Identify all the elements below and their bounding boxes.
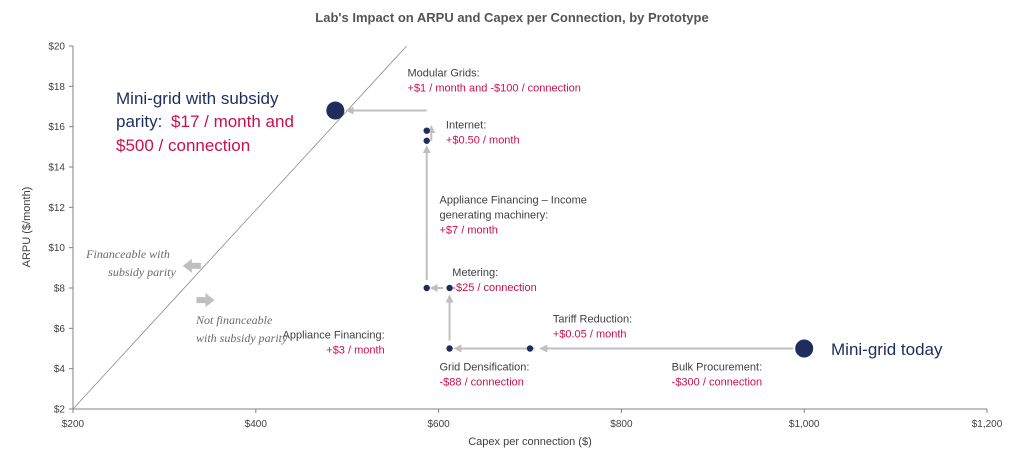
callout-today: Mini-grid today — [831, 340, 943, 359]
region-financeable-2: subsidy parity — [108, 265, 176, 279]
annotation-appliance-income-name2: generating machinery: — [440, 209, 549, 221]
chart-title: Lab's Impact on ARPU and Capex per Conne… — [315, 10, 708, 25]
annotation-modular-name: Modular Grids: — [408, 67, 480, 79]
annotation-appliance-income-name: Appliance Financing – Income — [440, 194, 587, 206]
annotation-bulk-delta: -$300 / connection — [672, 377, 763, 389]
y-tick-label: $14 — [48, 163, 65, 174]
callout-parity-line3: $500 / connection — [116, 136, 250, 155]
x-tick-label: $1,200 — [972, 419, 1003, 430]
annotation-appliance-name: Appliance Financing: — [283, 329, 385, 341]
y-tick-label: $10 — [48, 243, 65, 254]
annotation-grid-delta: -$88 / connection — [440, 377, 524, 389]
point-metering-start — [446, 284, 453, 292]
callout-parity-line1: Mini-grid with subsidy — [116, 89, 279, 108]
y-tick-label: $2 — [54, 405, 66, 416]
point-metering-end — [423, 284, 430, 292]
x-tick-label: $600 — [427, 419, 450, 430]
callout-parity-line2: parity: $17 / month and — [116, 112, 294, 131]
point-today — [795, 339, 814, 358]
region-not-financeable-1: Not financeable — [195, 313, 273, 327]
subsidy-parity-line — [72, 45, 407, 410]
region-financeable-1: Financeable with — [85, 247, 170, 261]
callout-parity-prefix: parity: — [116, 112, 167, 131]
point-internet-end — [423, 127, 430, 134]
annotation-grid-name: Grid Densification: — [440, 362, 530, 374]
annotation-metering-delta: -$25 / connection — [452, 282, 536, 294]
x-tick-label: $1,000 — [789, 419, 820, 430]
y-tick-label: $4 — [54, 364, 66, 375]
region-arrow-right — [196, 293, 215, 308]
y-tick-label: $18 — [48, 82, 65, 93]
annotation-internet-name: Internet: — [446, 120, 486, 132]
y-tick-label: $16 — [48, 122, 65, 133]
x-tick-label: $400 — [245, 419, 268, 430]
y-tick-label: $8 — [54, 284, 66, 295]
x-tick-label: $200 — [62, 419, 85, 430]
point-internet-start — [423, 137, 430, 144]
y-axis-label: ARPU ($/month) — [21, 187, 33, 268]
annotation-tariff-delta: +$0.05 / month — [553, 328, 627, 340]
region-not-financeable-2: with subsidy parity — [196, 331, 288, 345]
x-axis-label: Capex per connection ($) — [468, 436, 592, 448]
annotation-metering-name: Metering: — [452, 267, 498, 279]
point-grid-densification — [526, 345, 534, 352]
annotation-modular-delta: +$1 / month and -$100 / connection — [408, 82, 581, 94]
point-parity — [326, 101, 345, 120]
y-tick-label: $12 — [48, 203, 65, 214]
y-tick-label: $6 — [54, 324, 66, 335]
annotation-bulk-name: Bulk Procurement: — [672, 362, 762, 374]
x-tick-label: $800 — [610, 419, 633, 430]
annotation-internet-delta: +$0.50 / month — [446, 135, 520, 147]
y-tick-label: $20 — [48, 42, 65, 53]
annotation-appliance-delta: +$3 / month — [326, 344, 384, 356]
callout-parity-value: $17 / month and — [171, 112, 294, 131]
annotation-tariff-name: Tariff Reduction: — [553, 313, 632, 325]
annotation-appliance-income-delta: +$7 / month — [440, 224, 498, 236]
region-arrow-left — [182, 258, 201, 273]
point-appliance-financing-start — [446, 345, 453, 352]
